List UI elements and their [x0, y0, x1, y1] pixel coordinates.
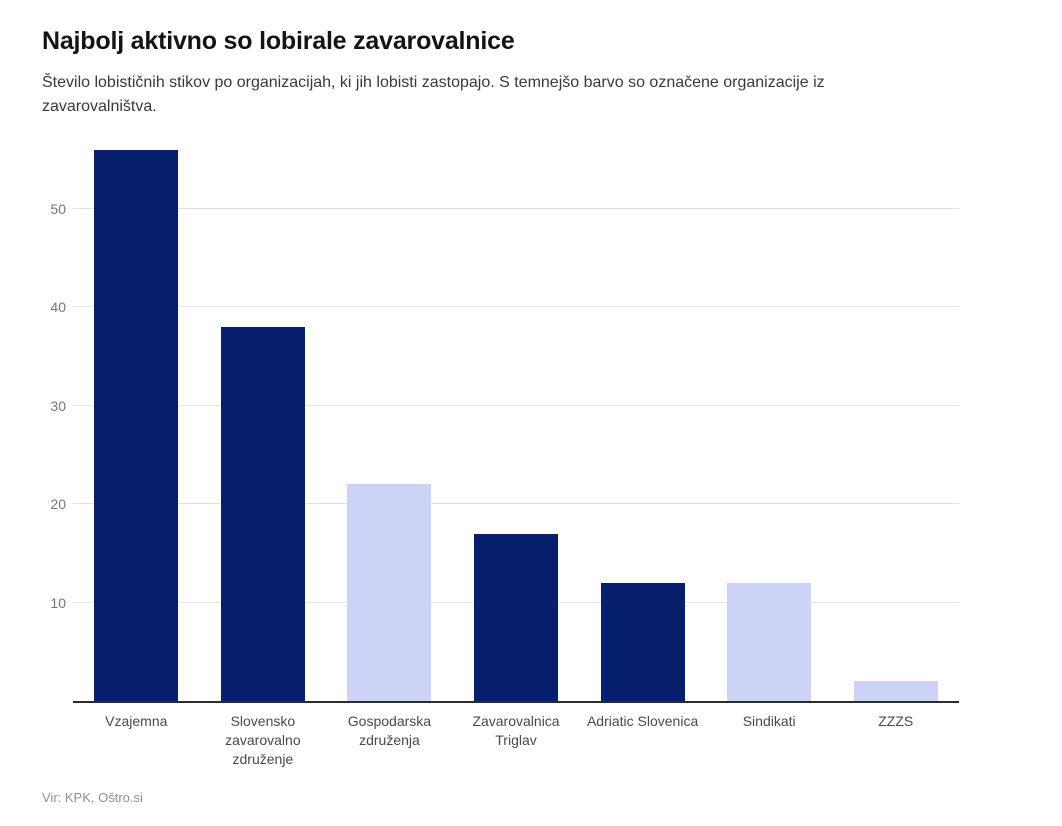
x-category-label-zavarovalnica-triglav: Zavarovalnica Triglav: [472, 713, 560, 748]
x-category-label-slovensko-zavarovalno-zdruzenje: Slovensko zavarovalno združenje: [225, 713, 301, 767]
bar-sindikati: [727, 582, 812, 701]
bar-adriatic-slovenica: [600, 582, 685, 701]
x-category-label-gospodarska-zdruzenja: Gospodarska združenja: [347, 713, 432, 748]
plot-area: 10 20 30 40 50: [50, 140, 959, 703]
gridline-20: [73, 503, 959, 505]
x-category-label-adriatic-slovenica: Adriatic Slovenica: [586, 713, 699, 729]
y-tick-label-50: 50: [50, 200, 66, 217]
x-category-label-sindikati: Sindikati: [742, 713, 796, 729]
y-tick-label-30: 30: [50, 397, 66, 414]
bar-slovensko-zavarovalno-zdruzenje: [220, 326, 305, 701]
page-subtitle: Število lobističnih stikov po organizaci…: [42, 74, 825, 115]
bar-zzzs: [853, 681, 938, 701]
y-tick-label-10: 10: [50, 594, 66, 611]
source-attribution: Vir: KPK, Oštro.si: [42, 790, 143, 805]
gridline-30: [73, 404, 959, 406]
chart-header: Najbolj aktivno so lobirale zavarovalnic…: [42, 26, 1022, 119]
bar-gospodarska-zdruzenja: [347, 484, 432, 701]
x-category-label-zzzs: ZZZS: [878, 713, 914, 729]
y-tick-label-20: 20: [50, 496, 66, 513]
x-axis-labels: Vzajemna Slovensko zavarovalno združenje G…: [73, 712, 959, 769]
gridline-40: [73, 306, 959, 308]
gridline-50: [73, 207, 959, 209]
page-title: Najbolj aktivno so lobirale zavarovalnic…: [42, 27, 515, 55]
bar-zavarovalnica-triglav: [474, 533, 558, 701]
x-category-label-vzajemna: Vzajemna: [105, 713, 168, 729]
bar-vzajemna: [94, 149, 179, 701]
y-tick-label-40: 40: [50, 299, 66, 316]
